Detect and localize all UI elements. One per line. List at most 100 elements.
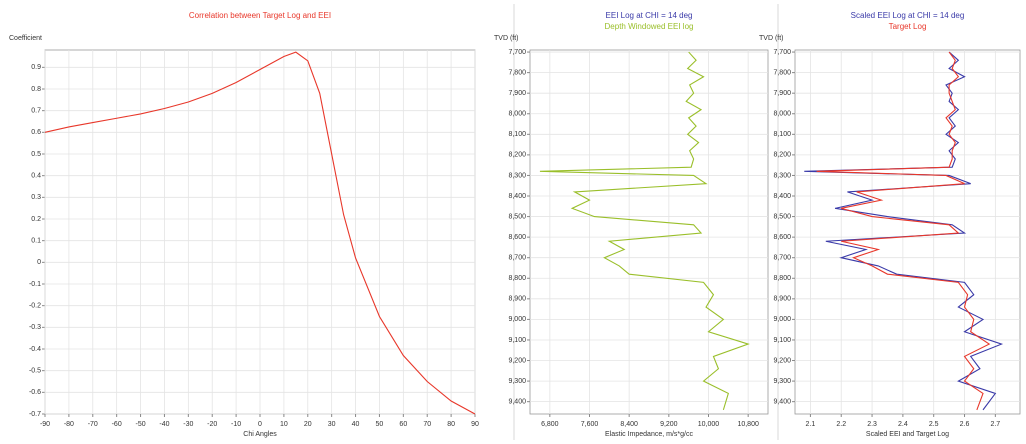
y-tick-label: 8,000 [508,111,526,118]
y-tick-label: 8,100 [508,131,526,138]
y-tick-label: 8,300 [508,172,526,179]
y-tick-label: 8,500 [508,213,526,220]
y-tick-label: 0.9 [31,64,41,71]
y-tick-label: 0.5 [31,151,41,158]
y-tick-label: 8,400 [773,193,791,200]
x-tick-label: 30 [328,421,336,428]
x-tick-label: -60 [112,421,122,428]
y-tick-label: 9,200 [508,357,526,364]
y-tick-label: 0.3 [31,194,41,201]
legend-entry: Target Log [889,22,927,31]
x-tick-label: 2.2 [836,421,846,428]
data-line [816,51,991,411]
x-tick-label: 6,800 [541,421,559,428]
y-axis-label: TVD (ft) [759,35,784,42]
y-tick-label: -0.6 [29,389,41,396]
x-tick-label: 2.6 [960,421,970,428]
y-tick-label: 8,100 [773,131,791,138]
y-tick-label: -0.5 [29,368,41,375]
y-tick-label: 7,800 [773,69,791,76]
y-tick-label: 8,500 [773,213,791,220]
y-axis-label: TVD (ft) [494,35,519,42]
y-tick-label: 9,400 [508,399,526,406]
y-tick-label: 9,300 [773,378,791,385]
x-tick-label: 7,600 [581,421,599,428]
x-tick-label: -20 [207,421,217,428]
y-tick-label: 8,200 [773,152,791,159]
y-tick-label: 0.2 [31,216,41,223]
y-tick-label: -0.2 [29,303,41,310]
y-tick-label: 7,700 [508,49,526,56]
y-tick-label: 9,000 [508,316,526,323]
x-tick-label: 2.5 [929,421,939,428]
plot-area [529,49,769,415]
chart-title: EEI Log at CHI = 14 deg [606,11,693,20]
x-tick-label: 10,800 [737,421,759,428]
x-tick-label: -80 [64,421,74,428]
x-tick-label: 80 [447,421,455,428]
y-tick-label: 9,400 [773,399,791,406]
x-axis-label: Scaled EEI and Target Log [866,431,949,438]
x-tick-label: 2.3 [867,421,877,428]
y-tick-label: 7,700 [773,49,791,56]
x-tick-label: 2.1 [806,421,816,428]
y-tick-label: 7,900 [508,90,526,97]
y-tick-label: 8,900 [508,296,526,303]
x-tick-label: 10 [280,421,288,428]
x-tick-label: 40 [352,421,360,428]
y-axis-label: Coefficient [9,35,42,42]
y-tick-label: -0.1 [29,281,41,288]
x-tick-label: 20 [304,421,312,428]
x-tick-label: 60 [399,421,407,428]
x-tick-label: 10,000 [698,421,720,428]
y-tick-label: -0.3 [29,324,41,331]
y-tick-label: 0.7 [31,108,41,115]
x-tick-label: -70 [88,421,98,428]
x-tick-label: 2.7 [990,421,1000,428]
y-tick-label: 9,100 [508,337,526,344]
x-tick-label: 9,200 [660,421,678,428]
y-tick-label: 0.1 [31,238,41,245]
x-tick-label: 90 [471,421,479,428]
y-tick-label: 7,900 [773,90,791,97]
x-tick-label: -90 [40,421,50,428]
y-tick-label: -0.7 [29,411,41,418]
x-tick-label: -10 [231,421,241,428]
y-tick-label: 0.4 [31,173,41,180]
legend-entry: Scaled EEI Log at CHI = 14 deg [851,11,965,20]
y-tick-label: 8,600 [508,234,526,241]
x-tick-label: 2.4 [898,421,908,428]
y-tick-label: 8,300 [773,172,791,179]
y-tick-label: -0.4 [29,346,41,353]
y-tick-label: 0 [37,259,41,266]
x-tick-label: 0 [258,421,262,428]
x-tick-label: 70 [423,421,431,428]
y-tick-label: 9,100 [773,337,791,344]
chart-title: Correlation between Target Log and EEI [189,11,331,20]
x-tick-label: -50 [135,421,145,428]
y-tick-label: 0.8 [31,86,41,93]
y-tick-label: 8,800 [773,275,791,282]
y-tick-label: 8,700 [773,255,791,262]
y-tick-label: 0.6 [31,129,41,136]
x-axis-label: Elastic Impedance, m/s*g/cc [605,431,693,438]
x-tick-label: -40 [159,421,169,428]
y-tick-label: 8,200 [508,152,526,159]
y-tick-label: 8,600 [773,234,791,241]
plot-area [794,49,1021,415]
y-tick-label: 8,400 [508,193,526,200]
x-tick-label: -30 [183,421,193,428]
y-tick-label: 8,000 [773,111,791,118]
y-tick-label: 7,800 [508,69,526,76]
data-line [44,51,476,415]
x-axis-label: Chi Angles [243,431,277,438]
y-tick-label: 8,700 [508,255,526,262]
y-tick-label: 8,800 [508,275,526,282]
y-tick-label: 8,900 [773,296,791,303]
y-tick-label: 9,200 [773,357,791,364]
data-line [539,51,750,411]
y-tick-label: 9,300 [508,378,526,385]
x-tick-label: 50 [376,421,384,428]
